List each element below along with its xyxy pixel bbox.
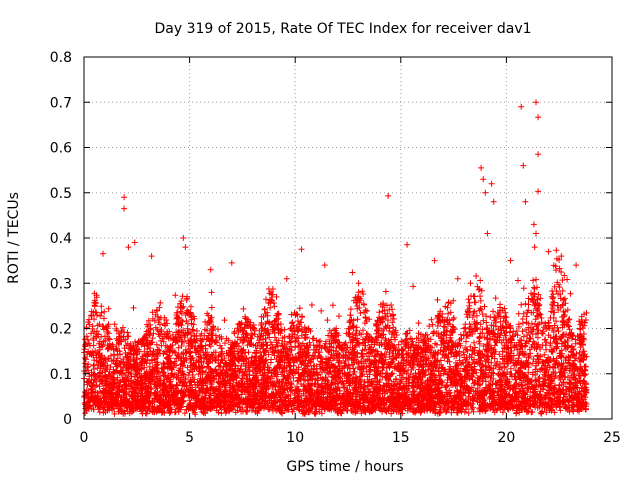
x-tick-labels: 0 5 10 15 20 25 <box>80 430 621 446</box>
x-axis-label: GPS time / hours <box>286 459 403 475</box>
y-tick-label: 0.4 <box>50 231 72 247</box>
y-tick-label: 0.5 <box>50 186 72 202</box>
plus-markers <box>81 99 590 418</box>
scatter-points <box>81 99 590 418</box>
y-tick-label: 0 <box>63 412 72 428</box>
x-tick-label: 0 <box>80 430 89 446</box>
x-tick-label: 15 <box>392 430 410 446</box>
x-tick-label: 5 <box>185 430 194 446</box>
y-tick-label: 0.6 <box>50 141 72 157</box>
x-tick-label: 10 <box>286 430 304 446</box>
y-tick-label: 0.3 <box>50 276 72 292</box>
x-tick-label: 20 <box>497 430 515 446</box>
y-tick-label: 0.8 <box>50 50 72 66</box>
y-tick-label: 0.2 <box>50 322 72 338</box>
y-tick-label: 0.1 <box>50 367 72 383</box>
y-tick-labels: 0 0.1 0.2 0.3 0.4 0.5 0.6 0.7 0.8 <box>50 50 72 428</box>
x-tick-label: 25 <box>603 430 621 446</box>
y-axis-label: ROTI / TECUs <box>6 192 22 284</box>
axis-ticks <box>83 56 613 420</box>
y-tick-label: 0.7 <box>50 95 72 111</box>
chart-title: Day 319 of 2015, Rate Of TEC Index for r… <box>154 21 531 37</box>
